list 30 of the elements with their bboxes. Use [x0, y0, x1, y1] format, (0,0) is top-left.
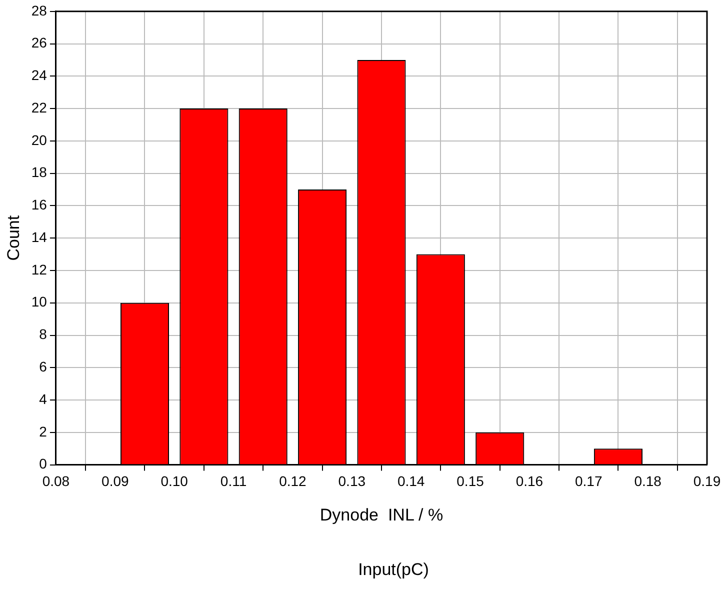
- x-tick-label: 0.12: [279, 473, 307, 490]
- y-tick-label: 28: [31, 2, 48, 18]
- y-tick-label: 12: [31, 261, 48, 278]
- x-tick-label: 0.17: [575, 473, 602, 490]
- y-tick-label: 10: [31, 294, 48, 310]
- y-tick-label: 4: [39, 390, 48, 407]
- x-axis-title: Dynode INL / %: [320, 505, 444, 524]
- x-tick-label: 0.18: [634, 473, 662, 490]
- x-tick-label: 0.11: [220, 473, 247, 490]
- y-tick-label: 8: [39, 326, 48, 342]
- y-tick-label: 20: [31, 132, 48, 148]
- x-tick-label: 0.09: [102, 473, 129, 490]
- y-tick-label: 14: [31, 228, 48, 245]
- x-tick-label: 0.16: [516, 473, 544, 490]
- y-tick-label: 0: [39, 456, 48, 472]
- y-tick-label: 24: [31, 67, 48, 84]
- x-tick-label: 0.15: [456, 473, 484, 490]
- y-tick-label: 22: [31, 99, 48, 116]
- y-axis-title: Count: [4, 215, 23, 261]
- x-tick-label: 0.08: [42, 473, 70, 490]
- x-tick-label: 0.14: [397, 473, 425, 490]
- x-tick-label: 0.10: [160, 473, 188, 490]
- y-tick-label: 16: [31, 196, 48, 213]
- y-tick-label: 6: [39, 358, 48, 374]
- x-tick-label: 0.13: [338, 473, 366, 490]
- y-tick-label: 26: [31, 34, 48, 51]
- text: Input(pC): [357, 560, 430, 580]
- y-tick-label: 2: [39, 423, 48, 440]
- x-tick-label: 0.19: [693, 473, 721, 490]
- y-tick-label: 18: [31, 164, 48, 180]
